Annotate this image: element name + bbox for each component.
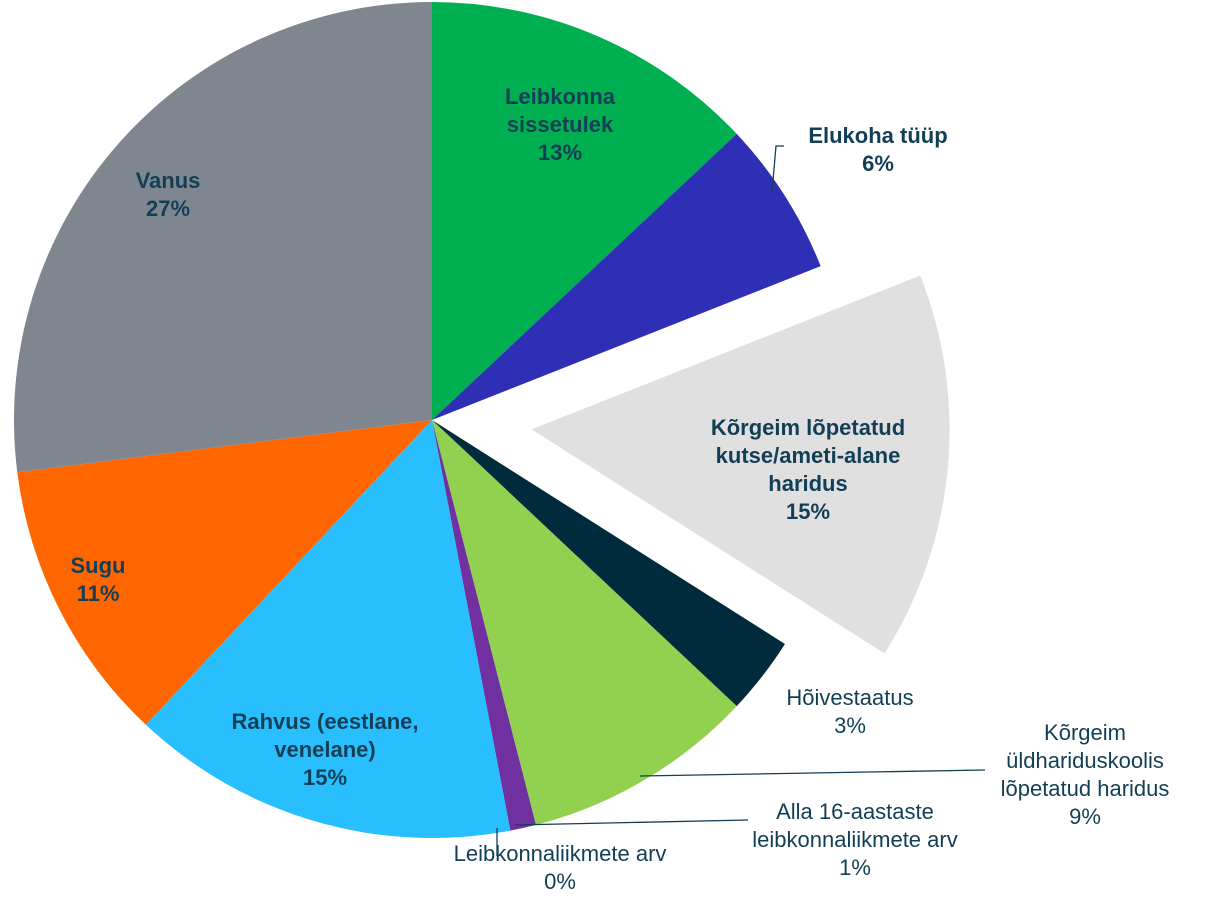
category-label: Leibkonna sissetulek: [504, 84, 615, 137]
value-label: 1%: [839, 855, 871, 880]
pie: [13, 2, 950, 838]
value-label: 11%: [76, 581, 120, 606]
value-label: 15%: [785, 499, 831, 524]
pie-slice: [432, 420, 536, 831]
pie-slice: [145, 420, 511, 838]
leader-line: [514, 819, 749, 826]
value-label: 15%: [302, 765, 348, 790]
value-label: 3%: [834, 713, 866, 738]
value-label: 9%: [1069, 804, 1101, 829]
leader-line: [639, 769, 986, 777]
slice-label: Sugu 11%: [38, 552, 158, 608]
leader-line: [771, 145, 784, 193]
category-label: Rahvus (eestlane, venelane): [231, 709, 419, 762]
slice-label: Alla 16-aastaste leibkonnaliikmete arv 1%: [750, 798, 960, 882]
category-label: Kõrgeim lõpetatud kutse/ameti-alane hari…: [710, 415, 906, 496]
slice-label: Kõrgeim üldhariduskoolis lõpetatud harid…: [980, 719, 1190, 831]
pie-slice: [13, 2, 432, 473]
slice-label: Vanus 27%: [108, 167, 228, 223]
slice-label: Leibkonnaliikmete arv 0%: [405, 840, 715, 896]
slice-label: Elukoha tüüp 6%: [768, 122, 988, 178]
value-label: 6%: [862, 151, 894, 176]
category-label: Hõivestaatus: [786, 685, 914, 710]
category-label: Vanus: [135, 168, 201, 193]
slice-label: Leibkonna sissetulek 13%: [475, 83, 645, 167]
value-label: 0%: [544, 869, 576, 894]
slice-label: Kõrgeim lõpetatud kutse/ameti-alane hari…: [673, 414, 943, 526]
pie-slice: [531, 275, 950, 654]
slice-label: Hõivestaatus 3%: [750, 684, 950, 740]
category-label: Sugu: [70, 553, 126, 578]
category-label: Alla 16-aastaste leibkonnaliikmete arv: [752, 799, 958, 852]
category-label: Elukoha tüüp: [808, 123, 948, 148]
pie-slice: [432, 2, 737, 420]
value-label: 13%: [537, 140, 583, 165]
value-label: 27%: [145, 196, 191, 221]
category-label: Leibkonnaliikmete arv: [453, 841, 667, 866]
category-label: Kõrgeim üldhariduskoolis lõpetatud harid…: [1000, 720, 1170, 801]
pie-slice: [432, 133, 821, 420]
slice-label: Rahvus (eestlane, venelane) 15%: [205, 708, 445, 792]
pie-slice: [432, 420, 737, 825]
pie-slice: [432, 420, 785, 707]
pie-slice: [17, 420, 433, 725]
